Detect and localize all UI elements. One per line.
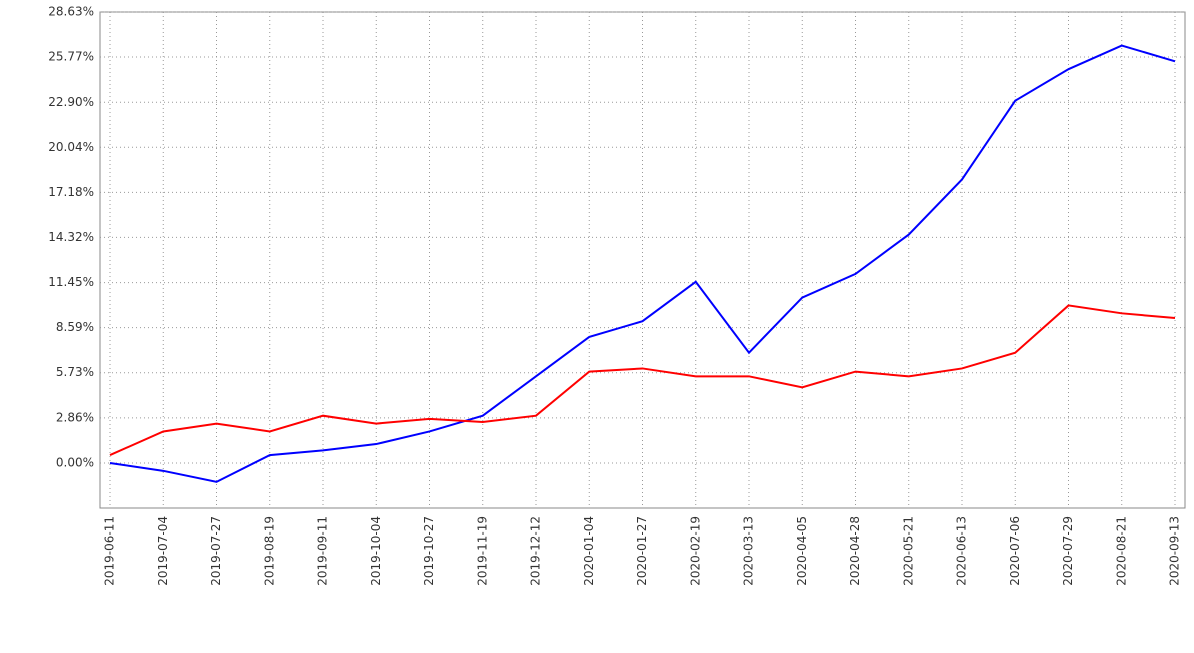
x-tick-label: 2020-09-13 [1168, 516, 1182, 586]
y-tick-label: 11.45% [48, 275, 94, 289]
y-tick-label: 25.77% [48, 50, 94, 64]
x-tick-label: 2020-01-04 [582, 516, 596, 586]
x-tick-label: 2020-08-21 [1114, 516, 1128, 586]
x-tick-label: 2019-07-04 [156, 516, 170, 586]
x-tick-label: 2019-10-04 [369, 516, 383, 586]
y-tick-label: 22.90% [48, 95, 94, 109]
x-tick-label: 2020-05-21 [901, 516, 915, 586]
x-tick-label: 2019-09-11 [316, 516, 330, 586]
y-tick-label: 28.63% [48, 5, 94, 19]
x-tick-label: 2020-04-28 [848, 516, 862, 586]
x-tick-label: 2019-11-19 [475, 516, 489, 586]
y-tick-label: 2.86% [56, 410, 94, 424]
x-tick-label: 2020-06-13 [955, 516, 969, 586]
x-tick-label: 2020-07-06 [1008, 516, 1022, 586]
y-tick-label: 0.00% [56, 455, 94, 469]
x-tick-label: 2020-01-27 [635, 516, 649, 586]
y-tick-label: 8.59% [56, 320, 94, 334]
x-tick-label: 2020-02-19 [688, 516, 702, 586]
x-tick-label: 2019-10-27 [422, 516, 436, 586]
x-tick-label: 2020-04-05 [795, 516, 809, 586]
x-tick-label: 2019-12-12 [529, 516, 543, 586]
x-tick-label: 2020-03-13 [742, 516, 756, 586]
x-tick-label: 2019-06-11 [103, 516, 117, 586]
x-tick-label: 2020-07-29 [1061, 516, 1075, 586]
x-tick-label: 2019-07-27 [209, 516, 223, 586]
chart: 0.00% 2.86% 5.73% 8.59% 11.45% 14.32% 17.18% 20… [0, 0, 1194, 653]
y-tick-label: 5.73% [56, 365, 94, 379]
y-tick-label: 14.32% [48, 230, 94, 244]
y-tick-label: 17.18% [48, 185, 94, 199]
y-tick-label: 20.04% [48, 140, 94, 154]
x-tick-label: 2019-08-19 [262, 516, 276, 586]
